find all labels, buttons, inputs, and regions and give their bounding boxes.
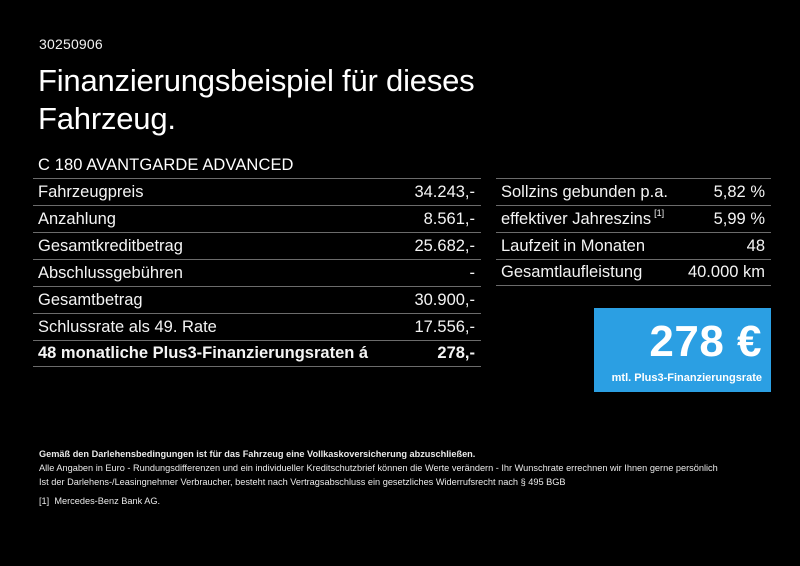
row-value: 30.900,- [414, 290, 475, 309]
row-label-text: effektiver Jahreszins [501, 209, 652, 228]
footer-withdrawal-note: Ist der Darlehens-/Leasingnehmer Verbrau… [39, 477, 566, 488]
row-label: Sollzins gebunden p.a. [501, 182, 668, 201]
row-value: 278,- [437, 344, 475, 362]
row-value: 48 [746, 236, 765, 255]
table-row-gesamtbetrag: Gesamtbetrag 30.900,- [33, 286, 481, 313]
row-label: Schlussrate als 49. Rate [38, 317, 217, 336]
row-label: Laufzeit in Monaten [501, 236, 646, 255]
table-row-laufzeit: Laufzeit in Monaten 48 [496, 232, 771, 259]
row-value: 8.561,- [423, 209, 475, 228]
monthly-rate-label: mtl. Plus3-Finanzierungsrate [611, 372, 762, 384]
row-value: - [469, 263, 476, 282]
footnote: [1] Mercedes-Benz Bank AG. [39, 494, 718, 508]
row-label: Fahrzeugpreis [38, 182, 144, 201]
row-value: 5,99 % [713, 209, 765, 228]
table-row-effektiver-jahreszins: effektiver Jahreszins [1] 5,99 % [496, 205, 771, 232]
row-label: Gesamtlaufleistung [501, 263, 643, 281]
table-row-gesamtkreditbetrag: Gesamtkreditbetrag 25.682,- [33, 232, 481, 259]
financing-details-table: Fahrzeugpreis 34.243,- Anzahlung 8.561,-… [33, 178, 481, 367]
table-row-anzahlung: Anzahlung 8.561,- [33, 205, 481, 232]
table-row-abschlussgebuehren: Abschlussgebühren - [33, 259, 481, 286]
offer-code: 30250906 [39, 36, 103, 52]
row-value: 34.243,- [414, 182, 475, 201]
interest-details-table: Sollzins gebunden p.a. 5,82 % effektiver… [496, 178, 771, 286]
table-row-gesamtlaufleistung: Gesamtlaufleistung 40.000 km [496, 259, 771, 286]
monthly-rate-amount: 278 € [649, 317, 762, 366]
title-line-1: Finanzierungsbeispiel für dieses [38, 63, 475, 98]
row-value: 5,82 % [713, 182, 765, 201]
footer-insurance-note: Gemäß den Darlehensbedingungen ist für d… [39, 449, 476, 459]
row-label: Abschlussgebühren [38, 263, 183, 282]
footnote-marker: [1] [654, 207, 665, 218]
footnote-text: Mercedes-Benz Bank AG. [54, 495, 161, 506]
row-label: Gesamtkreditbetrag [38, 236, 183, 255]
page-title: Finanzierungsbeispiel für dieses Fahrzeu… [38, 62, 475, 138]
row-label: effektiver Jahreszins [1] [501, 207, 665, 229]
row-value: 17.556,- [414, 317, 475, 336]
footer-currency-note: Alle Angaben in Euro - Rundungsdifferenz… [39, 463, 718, 474]
table-row-monthly-rates: 48 monatliche Plus3-Finanzierungsraten á… [33, 340, 481, 367]
vehicle-model: C 180 AVANTGARDE ADVANCED [38, 156, 294, 174]
row-label: Anzahlung [38, 209, 116, 228]
legal-footer: Gemäß den Darlehensbedingungen ist für d… [39, 447, 718, 508]
row-value: 25.682,- [414, 236, 475, 255]
table-row-sollzins: Sollzins gebunden p.a. 5,82 % [496, 178, 771, 205]
row-label: 48 monatliche Plus3-Finanzierungsraten á [38, 344, 369, 362]
row-value: 40.000 km [687, 263, 765, 281]
footnote-marker: [1] [39, 495, 50, 506]
title-line-2: Fahrzeug. [38, 101, 176, 136]
monthly-rate-box: 278 € mtl. Plus3-Finanzierungsrate [594, 308, 771, 392]
table-row-schlussrate: Schlussrate als 49. Rate 17.556,- [33, 313, 481, 340]
row-label: Gesamtbetrag [38, 290, 143, 309]
table-row-fahrzeugpreis: Fahrzeugpreis 34.243,- [33, 178, 481, 205]
